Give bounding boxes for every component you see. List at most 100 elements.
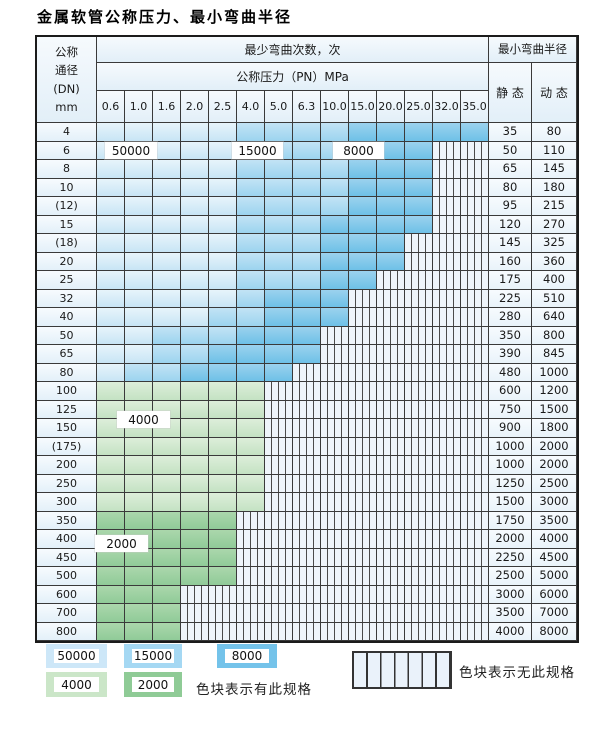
spec-zone-cell	[293, 326, 321, 345]
no-spec-cell	[433, 252, 461, 271]
spec-zone-cell	[209, 160, 237, 179]
spec-zone-cell	[125, 326, 153, 345]
spec-zone-cell	[97, 456, 125, 475]
spec-zone-cell	[349, 234, 377, 253]
legend-label-4000: 4000	[53, 676, 100, 693]
spec-zone-cell	[377, 215, 405, 234]
no-spec-cell	[293, 567, 321, 586]
no-spec-cell	[377, 474, 405, 493]
no-spec-cell	[349, 622, 377, 641]
no-spec-cell	[321, 548, 349, 567]
no-spec-cell	[293, 511, 321, 530]
static-radius-value: 600	[489, 382, 532, 401]
spec-zone-cell	[153, 493, 181, 512]
dn-cell: 350	[37, 511, 97, 530]
pressure-column-tick: 20.0	[377, 91, 405, 123]
no-spec-cell	[265, 567, 293, 586]
dynamic-radius-value: 325	[532, 234, 577, 253]
spec-zone-cell	[265, 289, 293, 308]
no-spec-cell	[349, 567, 377, 586]
no-spec-cell	[405, 400, 433, 419]
no-spec-cell	[377, 511, 405, 530]
dynamic-radius-value: 640	[532, 308, 577, 327]
no-spec-cell	[461, 252, 489, 271]
no-spec-cell	[349, 585, 377, 604]
spec-zone-cell	[237, 363, 265, 382]
dynamic-radius-value: 360	[532, 252, 577, 271]
spec-zone-cell	[321, 160, 349, 179]
no-spec-cell	[349, 363, 377, 382]
spec-zone-cell	[237, 215, 265, 234]
no-spec-cell	[461, 437, 489, 456]
legend-label-8000: 8000	[224, 648, 270, 664]
spec-zone-cell	[349, 123, 377, 142]
spec-zone-cell	[209, 234, 237, 253]
spec-zone-cell	[97, 437, 125, 456]
no-spec-cell	[433, 400, 461, 419]
spec-zone-cell	[181, 474, 209, 493]
no-spec-cell	[321, 363, 349, 382]
spec-zone-cell	[293, 234, 321, 253]
no-spec-cell	[321, 456, 349, 475]
no-spec-cell	[265, 456, 293, 475]
spec-zone-cell	[293, 271, 321, 290]
no-spec-cell	[349, 474, 377, 493]
static-radius-value: 3500	[489, 604, 532, 623]
no-spec-cell	[461, 160, 489, 179]
spec-zone-cell	[237, 493, 265, 512]
no-spec-cell	[349, 437, 377, 456]
static-radius-value: 2500	[489, 567, 532, 586]
no-spec-cell	[377, 548, 405, 567]
spec-zone-cell	[237, 345, 265, 364]
no-spec-cell	[349, 345, 377, 364]
no-spec-cell	[377, 622, 405, 641]
spec-zone-cell	[97, 363, 125, 382]
spec-zone-cell	[265, 178, 293, 197]
dn-cell: (18)	[37, 234, 97, 253]
pressure-column-tick: 1.0	[125, 91, 153, 123]
spec-zone-cell	[237, 308, 265, 327]
spec-zone-cell	[181, 456, 209, 475]
no-spec-cell	[349, 493, 377, 512]
spec-zone-cell	[321, 271, 349, 290]
no-spec-cell	[377, 308, 405, 327]
no-spec-cell	[405, 622, 433, 641]
spec-zone-cell	[181, 363, 209, 382]
spec-zone-cell	[181, 141, 209, 160]
spec-zone-cell	[209, 215, 237, 234]
no-spec-cell	[461, 530, 489, 549]
no-spec-cell	[321, 493, 349, 512]
pressure-column-tick: 6.3	[293, 91, 321, 123]
dynamic-radius-value: 80	[532, 123, 577, 142]
dynamic-radius-value: 4500	[532, 548, 577, 567]
dynamic-radius-value: 145	[532, 160, 577, 179]
no-spec-cell	[461, 234, 489, 253]
dn-header-line: 公称	[55, 44, 78, 59]
spec-zone-cell	[125, 252, 153, 271]
no-spec-cell	[405, 382, 433, 401]
static-radius-value: 95	[489, 197, 532, 216]
spec-zone-cell	[209, 548, 237, 567]
no-spec-cell	[433, 419, 461, 438]
dn-header-line: mm	[55, 99, 78, 114]
spec-zone-cell	[97, 215, 125, 234]
pressure-column-tick: 15.0	[349, 91, 377, 123]
legend-label-15000: 15000	[131, 648, 175, 664]
spec-zone-cell	[181, 271, 209, 290]
spec-zone-cell	[181, 197, 209, 216]
no-spec-cell	[433, 326, 461, 345]
spec-zone-cell	[125, 123, 153, 142]
legend-swatch-50000: 50000	[46, 644, 107, 668]
no-spec-cell	[181, 604, 209, 623]
spec-zone-cell	[153, 178, 181, 197]
spec-zone-cell	[153, 345, 181, 364]
spec-zone-cell	[265, 271, 293, 290]
spec-zone-cell	[405, 178, 433, 197]
no-spec-cell	[461, 474, 489, 493]
spec-zone-cell	[181, 215, 209, 234]
no-spec-cell	[321, 567, 349, 586]
spec-zone-cell	[125, 511, 153, 530]
pressure-column-tick: 1.6	[153, 91, 181, 123]
no-spec-cell	[433, 604, 461, 623]
spec-zone-cell	[125, 271, 153, 290]
